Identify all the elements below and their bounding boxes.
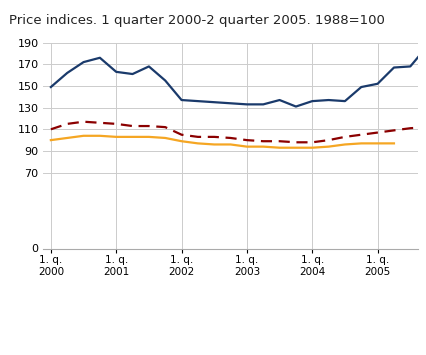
- Legend: Imports excl.
ships and oil
platforms, Exports excl.
ships and oil
platforms, Ex: Imports excl. ships and oil platforms, E…: [44, 352, 372, 355]
- Text: Price indices. 1 quarter 2000-2 quarter 2005. 1988=100: Price indices. 1 quarter 2000-2 quarter …: [9, 14, 383, 27]
